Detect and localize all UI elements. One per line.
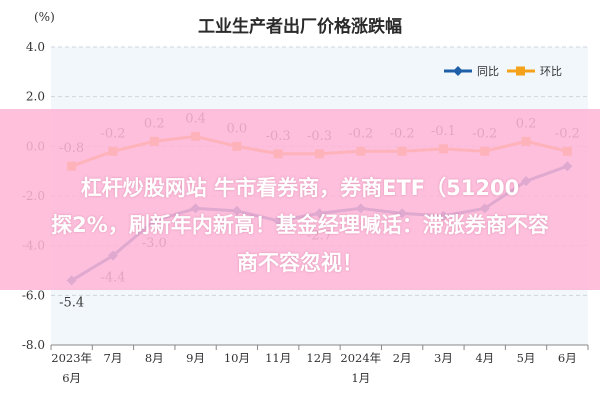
legend-yoy-marker xyxy=(453,66,463,76)
x-tick-label: 6月 xyxy=(558,351,577,365)
chart-title: 工业生产者出厂价格涨跌幅 xyxy=(198,16,402,37)
y-tick-label: -8.0 xyxy=(22,338,45,352)
banner-line-2[interactable]: 探2%，刷新年内新高！基金经理喊话：滞涨券商不容 xyxy=(51,213,549,237)
data-label: -5.4 xyxy=(59,295,84,310)
x-tick-label: 11月 xyxy=(265,351,291,365)
x-ticks: 2023年 6月 7月 8月 9月 10月 11月 12月 2024年 1月 2月 3月 4月 5月 6月 xyxy=(50,344,589,385)
x-tick-label: 10月 xyxy=(224,351,250,365)
x-tick-label: 7月 xyxy=(104,351,123,365)
legend-yoy-label: 同比 xyxy=(477,65,499,78)
legend-mom-label: 环比 xyxy=(540,65,562,78)
x-tick-label-line2: 6月 xyxy=(62,371,81,385)
x-tick-label: 2024年 xyxy=(340,351,381,365)
x-tick-label-line2: 1月 xyxy=(351,371,370,385)
x-tick-label: 8月 xyxy=(145,351,164,365)
x-tick-label: 12月 xyxy=(306,351,332,365)
x-tick-label: 5月 xyxy=(517,351,536,365)
x-tick-label: 2月 xyxy=(393,351,412,365)
y-axis-unit: (%) xyxy=(34,10,55,24)
legend: 同比 环比 xyxy=(444,65,562,78)
y-tick-label: 2.0 xyxy=(26,90,45,104)
x-tick-label: 9月 xyxy=(186,351,205,365)
x-tick-label: 3月 xyxy=(434,351,453,365)
y-tick-label: 4.0 xyxy=(26,40,45,54)
legend-mom-marker xyxy=(516,66,525,76)
x-tick-label: 4月 xyxy=(475,351,494,365)
y-tick-label: -6.0 xyxy=(22,288,45,302)
promo-banner[interactable] xyxy=(0,109,600,290)
x-tick-label: 2023年 xyxy=(51,351,92,365)
banner-line-3[interactable]: 商不容忽视！ xyxy=(237,251,363,275)
banner-line-1[interactable]: 杠杆炒股网站 牛市看券商，券商ETF（51200 xyxy=(80,176,520,200)
